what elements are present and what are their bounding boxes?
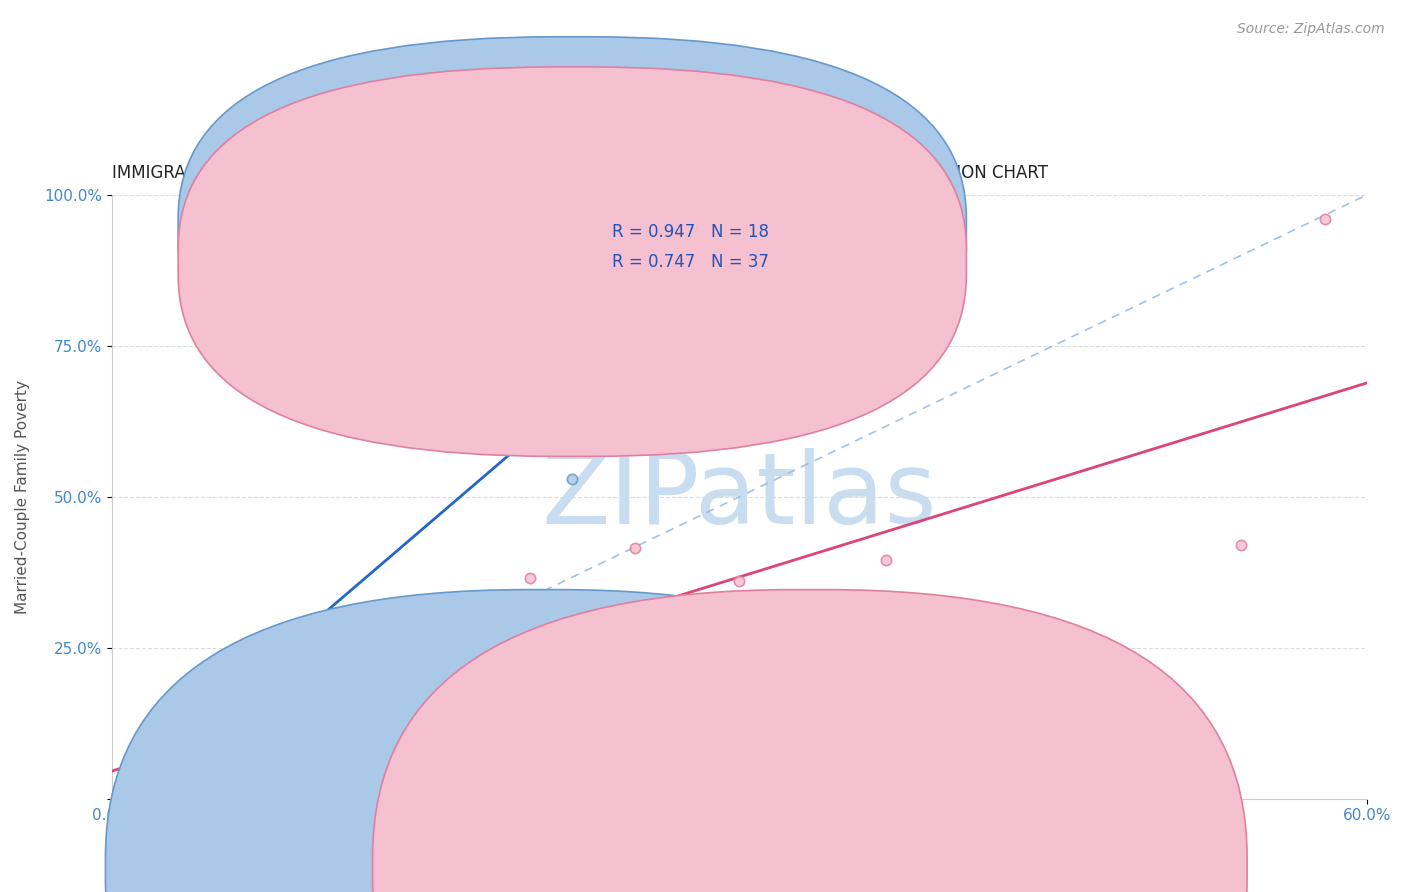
Point [115, 777, 138, 791]
Point [112, 778, 135, 792]
Point [104, 788, 127, 802]
Point [153, 734, 176, 748]
Point [111, 780, 134, 794]
Point [257, 671, 280, 685]
Point [121, 770, 143, 784]
Point [153, 743, 176, 757]
Point [1084, 638, 1107, 652]
Point [142, 740, 165, 755]
Point [142, 750, 165, 764]
Point [173, 723, 195, 737]
Point [111, 780, 134, 795]
Point [103, 789, 125, 804]
Point [112, 779, 135, 793]
Point [125, 766, 148, 780]
Point [117, 772, 139, 787]
FancyBboxPatch shape [179, 67, 966, 457]
Point [108, 782, 131, 797]
Point [373, 623, 395, 637]
Point [138, 756, 160, 770]
Point [115, 776, 138, 790]
Point [180, 723, 202, 737]
Text: IMMIGRANTS FROM FRANCE VS NORTHERN EUROPEAN MARRIED-COUPLE FAMILY POVERTY CORREL: IMMIGRANTS FROM FRANCE VS NORTHERN EUROP… [111, 164, 1047, 182]
Point [226, 686, 249, 700]
Point [104, 789, 127, 803]
Point [184, 713, 207, 727]
Point [104, 788, 127, 802]
Point [728, 574, 751, 589]
Point [875, 553, 897, 567]
Point [205, 698, 228, 713]
Text: Immigrants from France: Immigrants from France [565, 860, 765, 878]
Text: Source: ZipAtlas.com: Source: ZipAtlas.com [1237, 22, 1385, 37]
Text: R = 0.947   N = 18: R = 0.947 N = 18 [613, 223, 769, 241]
Point [107, 784, 129, 798]
Text: Northern Europeans: Northern Europeans [832, 860, 1000, 878]
Point [103, 790, 125, 805]
Point [117, 773, 139, 788]
Point [134, 749, 156, 764]
Point [121, 766, 143, 780]
Point [107, 786, 129, 800]
Point [561, 472, 583, 486]
Point [108, 784, 131, 798]
Text: R = 0.747   N = 37: R = 0.747 N = 37 [613, 253, 769, 271]
Point [132, 762, 155, 776]
Point [128, 758, 150, 772]
Point [159, 738, 181, 752]
Text: ZIPatlas: ZIPatlas [541, 449, 936, 545]
Point [103, 790, 125, 805]
Point [111, 780, 134, 795]
FancyBboxPatch shape [179, 37, 966, 426]
Point [519, 571, 541, 585]
Point [107, 786, 129, 800]
Point [309, 647, 332, 661]
Point [104, 787, 127, 801]
Point [107, 786, 129, 800]
Point [707, 212, 730, 227]
Point [1230, 538, 1253, 552]
Point [163, 731, 186, 746]
Point [456, 592, 478, 607]
Point [108, 782, 131, 797]
Point [623, 541, 645, 556]
FancyBboxPatch shape [526, 204, 903, 285]
Y-axis label: Married-Couple Family Poverty: Married-Couple Family Poverty [15, 380, 30, 614]
Point [120, 772, 142, 786]
Point [1313, 212, 1336, 227]
